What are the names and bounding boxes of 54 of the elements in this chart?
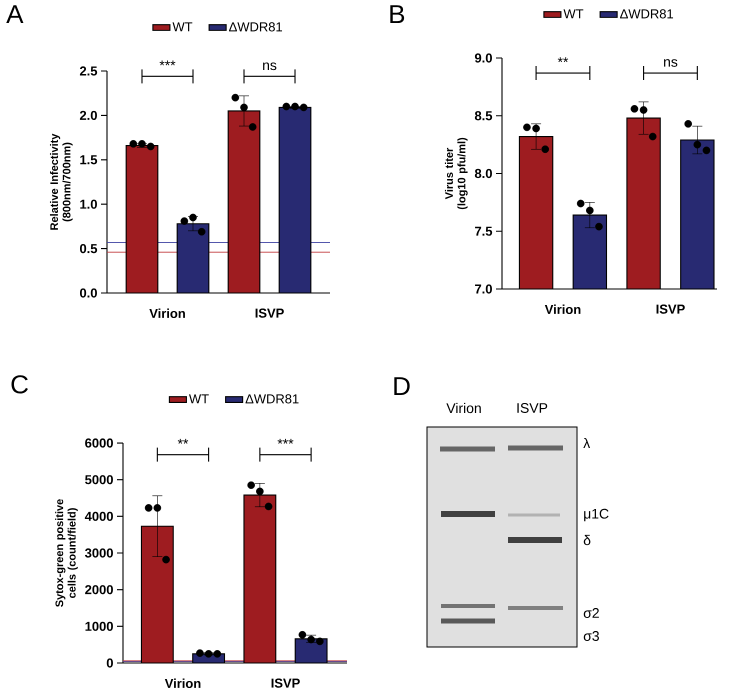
y-tick-label: 7.5 [475,226,492,236]
x-tick-label: Virion [544,304,580,314]
y-tick-label: 2.0 [80,110,97,120]
bar [278,106,312,294]
y-tick-label: 9.0 [474,53,492,63]
annotation: ** [558,57,568,62]
text: μ1C [584,508,609,522]
chart-title: A [6,5,24,24]
y-tick-label: 0 [106,658,113,668]
y-tick-label: 1.5 [80,155,98,164]
bar [243,494,276,664]
text: Virion [446,402,481,414]
y-tick-label: 3000 [84,548,113,558]
legend-label: WT [564,9,584,18]
y-tick-label: 8.5 [474,111,492,120]
y-tick-label: 4000 [84,512,113,521]
text: δ [584,534,590,546]
annotation: *** [278,438,294,444]
legend-label: WT [172,22,192,32]
y-axis-title: Virus titer (log10 pfu/ml) [444,138,468,210]
y-tick-label: 6000 [85,438,113,448]
legend-label: ΔWDR81 [229,22,282,32]
y-tick-label: 8.0 [474,168,492,178]
legend-label: WT [189,394,209,404]
y-tick-label: 7.0 [475,284,492,294]
annotation: ns [664,59,678,67]
legend-label: ΔWDR81 [620,9,674,18]
legend-label: ΔWDR81 [246,394,299,404]
x-tick-label: ISVP [256,308,284,318]
y-axis-title: Sytox-green positive cells (count/field) [55,499,78,607]
chart-title: C [12,375,28,394]
annotation: ** [178,438,188,444]
y-tick-label: 0.0 [80,288,97,298]
bar [126,146,158,294]
bar [177,224,209,294]
x-tick-label: Virion [149,308,185,318]
text: ns [263,62,276,70]
y-tick-label: 2.5 [80,66,98,76]
text: D [394,377,410,396]
text: ISVP [517,403,548,413]
chart-title: B [390,5,404,24]
y-axis-title: Relative Infectivity (800nm/700nm) [50,134,73,230]
y-tick-label: 5000 [85,475,113,484]
y-tick-label: 1000 [85,622,113,631]
y-tick-label: 0.5 [80,244,98,254]
y-tick-label: 2000 [85,585,113,594]
text: λ [583,438,590,448]
y-tick-label: 1.0 [80,200,97,209]
text: *** [160,60,176,66]
bar [141,526,174,664]
text: σ3 [584,631,599,641]
x-tick-label: ISVP [656,304,685,314]
text: σ2 [584,608,599,618]
bar [228,110,260,294]
